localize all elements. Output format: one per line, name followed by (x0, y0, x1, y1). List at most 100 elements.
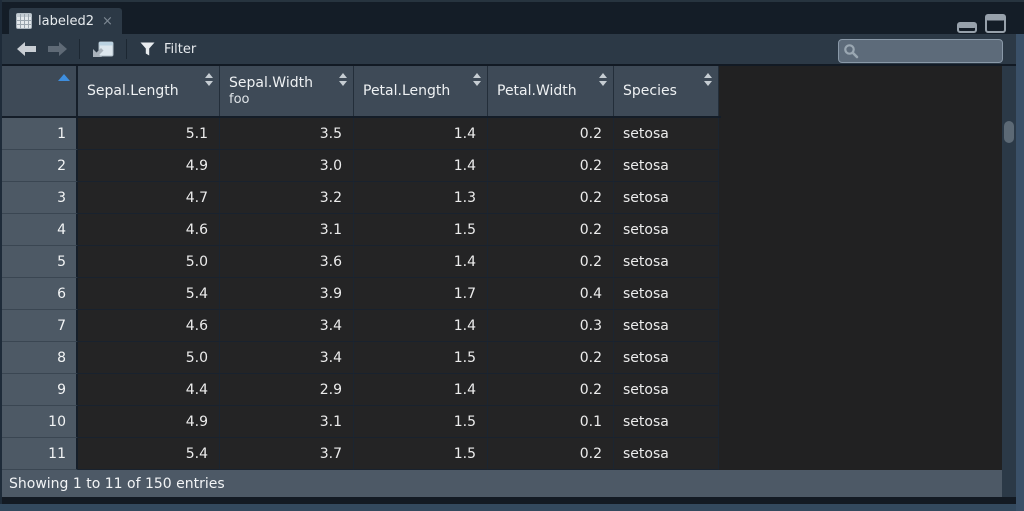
sort-arrows-icon (205, 73, 213, 86)
column-header-sepal-length[interactable]: Sepal.Length (78, 66, 220, 116)
column-header-sepal-width[interactable]: Sepal.Width foo (220, 66, 354, 116)
data-cell: setosa (614, 182, 719, 214)
toolbar-separator (126, 39, 127, 59)
maximize-button[interactable] (985, 14, 1006, 33)
table-body: 1 5.1 3.5 1.4 0.2 setosa 2 4.9 3.0 1.4 0.2 setosa 3 4… (2, 118, 721, 470)
popout-window-button[interactable] (87, 37, 119, 61)
row-number-column-header[interactable] (2, 66, 78, 116)
data-cell: 1.4 (354, 118, 488, 150)
data-cell: setosa (614, 150, 719, 182)
table-row: 10 4.9 3.1 1.5 0.1 setosa (2, 406, 721, 438)
popout-window-icon (93, 41, 114, 57)
table-row: 8 5.0 3.4 1.5 0.2 setosa (2, 342, 721, 374)
data-cell: setosa (614, 342, 719, 374)
row-number-cell: 2 (2, 150, 78, 182)
row-number-cell: 7 (2, 310, 78, 342)
sort-arrows-icon (599, 73, 607, 86)
data-cell: 4.6 (78, 310, 220, 342)
column-label: Petal.Length (363, 83, 451, 99)
data-cell: 0.4 (488, 278, 614, 310)
sort-arrows-icon (704, 73, 712, 86)
data-cell: 1.4 (354, 150, 488, 182)
bottom-gap (0, 497, 1024, 504)
sort-ascending-icon (58, 74, 70, 81)
data-cell: 5.4 (78, 278, 220, 310)
data-cell: 4.9 (78, 150, 220, 182)
data-cell: 3.1 (220, 214, 354, 246)
column-header-petal-length[interactable]: Petal.Length (354, 66, 488, 116)
table-header-row: Sepal.Length Sepal.Width foo Petal.Length Pe… (2, 66, 721, 118)
data-cell: 1.7 (354, 278, 488, 310)
table-row: 6 5.4 3.9 1.7 0.4 setosa (2, 278, 721, 310)
data-cell: 1.5 (354, 438, 488, 470)
data-cell: 5.0 (78, 342, 220, 374)
entries-summary: Showing 1 to 11 of 150 entries (9, 475, 225, 492)
data-cell: 5.1 (78, 118, 220, 150)
data-cell: 5.0 (78, 246, 220, 278)
row-number-cell: 6 (2, 278, 78, 310)
data-cell: 1.5 (354, 406, 488, 438)
data-cell: 3.4 (220, 342, 354, 374)
data-cell: 3.1 (220, 406, 354, 438)
table-row: 4 4.6 3.1 1.5 0.2 setosa (2, 214, 721, 246)
data-cell: 4.7 (78, 182, 220, 214)
data-cell: setosa (614, 374, 719, 406)
data-cell: 4.4 (78, 374, 220, 406)
table-row: 9 4.4 2.9 1.4 0.2 setosa (2, 374, 721, 406)
table-row: 11 5.4 3.7 1.5 0.2 setosa (2, 438, 721, 470)
column-header-species[interactable]: Species (614, 66, 719, 116)
tab-bar: labeled2 × (0, 0, 1024, 34)
toolbar-separator (79, 39, 80, 59)
window-controls (957, 14, 1006, 33)
data-cell: 0.2 (488, 150, 614, 182)
data-cell: 0.2 (488, 214, 614, 246)
data-cell: 2.9 (220, 374, 354, 406)
minimize-button[interactable] (957, 22, 977, 33)
data-cell: 3.6 (220, 246, 354, 278)
table-row: 5 5.0 3.6 1.4 0.2 setosa (2, 246, 721, 278)
data-cell: 0.1 (488, 406, 614, 438)
data-cell: setosa (614, 246, 719, 278)
search-input[interactable] (859, 43, 998, 59)
data-cell: 3.7 (220, 438, 354, 470)
search-box[interactable] (838, 39, 1003, 63)
data-cell: setosa (614, 118, 719, 150)
data-cell: 0.2 (488, 374, 614, 406)
data-cell: 0.2 (488, 246, 614, 278)
tab-labeled2[interactable]: labeled2 × (9, 8, 122, 34)
vertical-scrollbar[interactable] (1002, 66, 1016, 497)
data-cell: 3.5 (220, 118, 354, 150)
sort-arrows-icon (473, 73, 481, 86)
row-number-cell: 8 (2, 342, 78, 374)
data-cell: 4.9 (78, 406, 220, 438)
forward-button[interactable] (42, 37, 72, 61)
table-row: 3 4.7 3.2 1.3 0.2 setosa (2, 182, 721, 214)
data-cell: 0.3 (488, 310, 614, 342)
tab-close-icon[interactable]: × (101, 13, 113, 29)
back-button[interactable] (12, 37, 42, 61)
data-cell: 3.9 (220, 278, 354, 310)
filter-button[interactable]: Filter (134, 37, 202, 61)
data-cell: 1.3 (354, 182, 488, 214)
toolbar: Filter (0, 34, 1024, 66)
row-number-cell: 9 (2, 374, 78, 406)
data-cell: 1.5 (354, 342, 488, 374)
data-cell: 0.2 (488, 118, 614, 150)
sort-arrows-icon (339, 73, 347, 86)
data-cell: setosa (614, 406, 719, 438)
table-row: 7 4.6 3.4 1.4 0.3 setosa (2, 310, 721, 342)
data-grid: Sepal.Length Sepal.Width foo Petal.Length Pe… (0, 66, 1024, 470)
row-number-cell: 5 (2, 246, 78, 278)
data-cell: 1.4 (354, 310, 488, 342)
row-number-cell: 3 (2, 182, 78, 214)
back-arrow-icon (17, 42, 36, 56)
row-number-cell: 1 (2, 118, 78, 150)
data-cell: setosa (614, 278, 719, 310)
row-number-cell: 11 (2, 438, 78, 470)
frame-left-edge (0, 0, 2, 511)
column-header-petal-width[interactable]: Petal.Width (488, 66, 614, 116)
scrollbar-thumb[interactable] (1004, 121, 1014, 143)
spreadsheet-icon (16, 13, 32, 29)
data-cell: 3.0 (220, 150, 354, 182)
